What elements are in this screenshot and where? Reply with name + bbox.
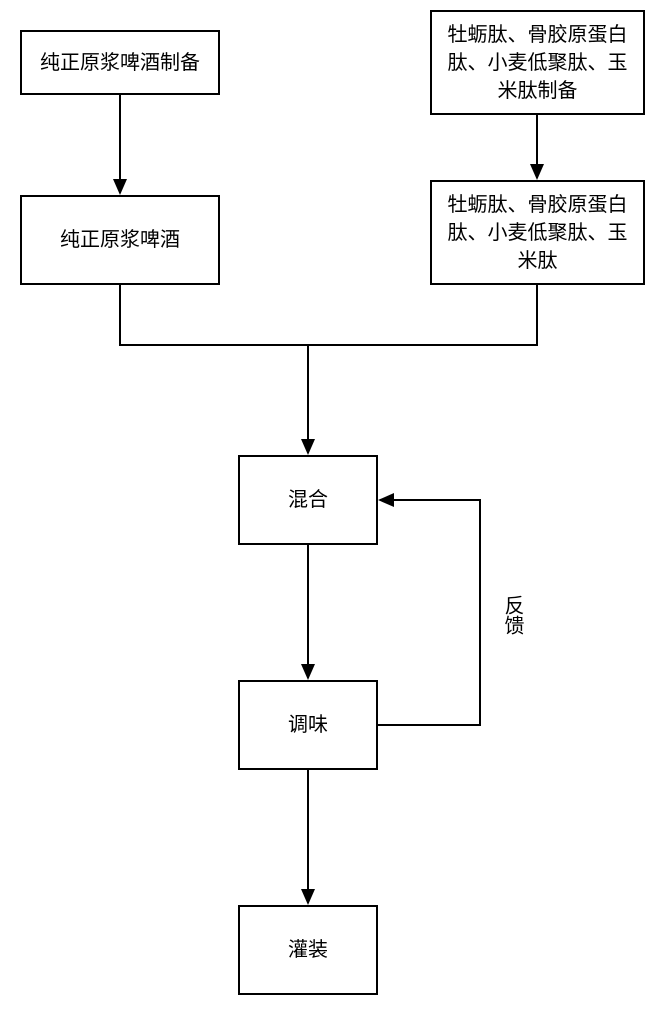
- node-fill: 灌装: [238, 905, 378, 995]
- node-label: 调味: [288, 711, 328, 739]
- node-label: 牡蛎肽、骨胶原蛋白肽、小麦低聚肽、玉米肽制备: [440, 21, 635, 105]
- node-label: 纯正原浆啤酒制备: [40, 49, 200, 77]
- node-peptide: 牡蛎肽、骨胶原蛋白肽、小麦低聚肽、玉米肽: [430, 180, 645, 285]
- node-label: 灌装: [288, 936, 328, 964]
- node-season: 调味: [238, 680, 378, 770]
- node-beer-prep: 纯正原浆啤酒制备: [20, 30, 220, 95]
- node-beer: 纯正原浆啤酒: [20, 195, 220, 285]
- node-label: 混合: [288, 486, 328, 514]
- feedback-label: 反馈: [500, 595, 524, 635]
- node-peptide-prep: 牡蛎肽、骨胶原蛋白肽、小麦低聚肽、玉米肽制备: [430, 10, 645, 115]
- node-label: 纯正原浆啤酒: [60, 226, 180, 254]
- node-mix: 混合: [238, 455, 378, 545]
- node-label: 牡蛎肽、骨胶原蛋白肽、小麦低聚肽、玉米肽: [440, 191, 635, 275]
